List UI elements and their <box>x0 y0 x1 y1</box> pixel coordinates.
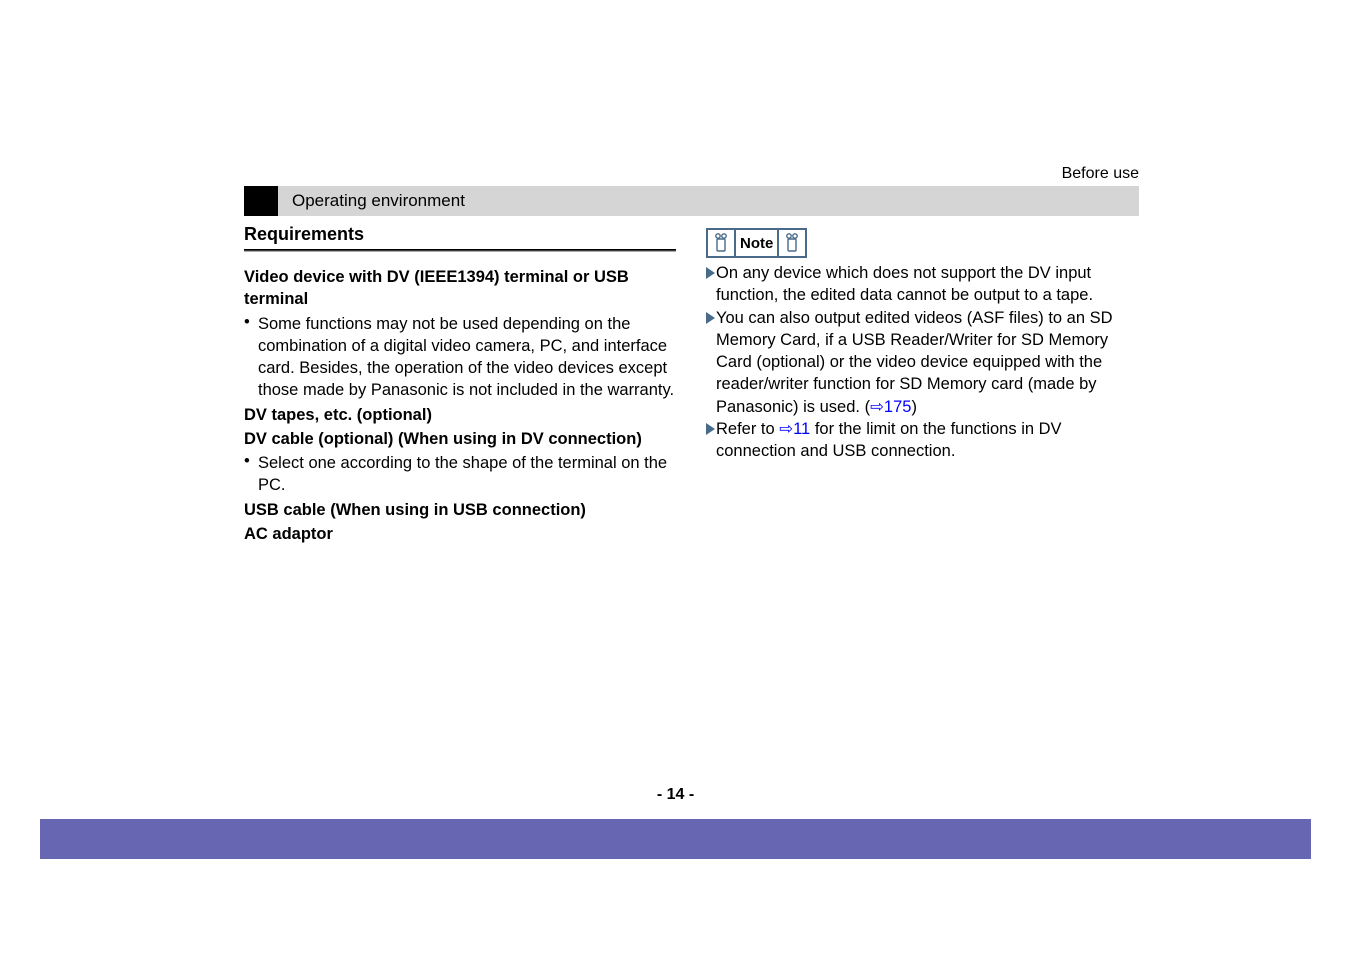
right-column: Note On any device which does not suppor… <box>706 224 1138 545</box>
section-bar: Operating environment <box>244 186 1139 216</box>
note-label: Note <box>734 230 779 256</box>
video-device-heading: Video device with DV (IEEE1394) terminal… <box>244 266 676 311</box>
note-2-text: You can also output edited videos (ASF f… <box>716 307 1138 418</box>
note-right-icon <box>779 230 805 256</box>
note-3-pre: Refer to <box>716 420 779 438</box>
section-title: Operating environment <box>292 191 465 211</box>
triangle-icon <box>706 423 715 435</box>
note-box: Note <box>706 228 807 258</box>
bullet-marker: • <box>244 313 258 402</box>
left-column: Requirements Video device with DV (IEEE1… <box>244 224 676 545</box>
dv-cable-bullet-row: • Select one according to the shape of t… <box>244 452 676 497</box>
link-11[interactable]: ⇨11 <box>779 420 810 438</box>
video-device-bullet-text: Some functions may not be used depending… <box>258 313 676 402</box>
dv-cable-bullet-text: Select one according to the shape of the… <box>258 452 676 497</box>
breadcrumb: Before use <box>1062 165 1139 183</box>
link-175[interactable]: ⇨175 <box>870 398 911 416</box>
dv-tapes-heading: DV tapes, etc. (optional) <box>244 404 676 426</box>
section-tab <box>244 186 278 216</box>
content-area: Requirements Video device with DV (IEEE1… <box>244 224 1139 545</box>
triangle-icon <box>706 267 715 279</box>
dv-cable-heading: DV cable (optional) (When using in DV co… <box>244 428 676 450</box>
heading-underline <box>244 249 676 252</box>
bullet-marker: • <box>244 452 258 497</box>
page-number: - 14 - <box>0 786 1351 804</box>
bottom-bar <box>40 819 1311 859</box>
note-item-3: Refer to ⇨11 for the limit on the functi… <box>706 418 1138 463</box>
note-item-2: You can also output edited videos (ASF f… <box>706 307 1138 418</box>
usb-cable-heading: USB cable (When using in USB connection) <box>244 499 676 521</box>
note-2-post: ) <box>911 398 917 416</box>
video-device-bullet-row: • Some functions may not be used dependi… <box>244 313 676 402</box>
note-1-text: On any device which does not support the… <box>716 262 1138 307</box>
ac-adaptor-heading: AC adaptor <box>244 523 676 545</box>
requirements-heading: Requirements <box>244 224 676 245</box>
note-item-1: On any device which does not support the… <box>706 262 1138 307</box>
triangle-icon <box>706 312 715 324</box>
note-3-text: Refer to ⇨11 for the limit on the functi… <box>716 418 1138 463</box>
note-left-icon <box>708 230 734 256</box>
